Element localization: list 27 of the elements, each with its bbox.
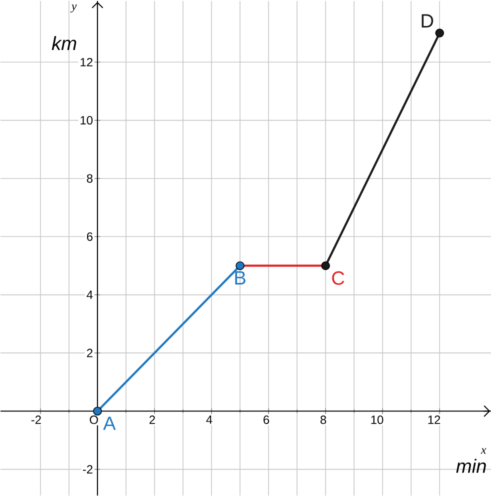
annotation: D — [422, 14, 433, 28]
x-tick-label: 2 — [149, 416, 155, 424]
point — [92, 406, 102, 416]
x-tick-label: 12 — [428, 416, 440, 424]
y-tick-label: 6 — [86, 232, 92, 241]
annotation: C — [332, 271, 344, 285]
annotation: A — [102, 416, 116, 430]
point — [320, 261, 330, 270]
x-tick-label: O — [90, 416, 98, 424]
y-axis-title: y — [70, 4, 77, 13]
annotation: km — [52, 36, 76, 50]
y-tick-label: -2 — [82, 465, 92, 474]
y-tick-label: 8 — [86, 174, 92, 183]
annotation: B — [234, 271, 246, 284]
x-tick-label: 8 — [320, 416, 326, 424]
y-tick-label: 4 — [86, 290, 92, 299]
x-axis-title: x — [480, 448, 486, 454]
annotation: min — [456, 458, 486, 473]
y-tick-label: 12 — [80, 58, 92, 66]
y-tick-label: 2 — [86, 348, 92, 358]
y-tick-label: 10 — [80, 116, 92, 125]
x-tick-label: 10 — [371, 416, 383, 424]
point — [435, 28, 444, 38]
x-tick-label: -2 — [31, 416, 41, 424]
x-tick-label: 4 — [206, 416, 212, 424]
x-tick-label: 6 — [263, 416, 269, 424]
point — [235, 261, 244, 270]
